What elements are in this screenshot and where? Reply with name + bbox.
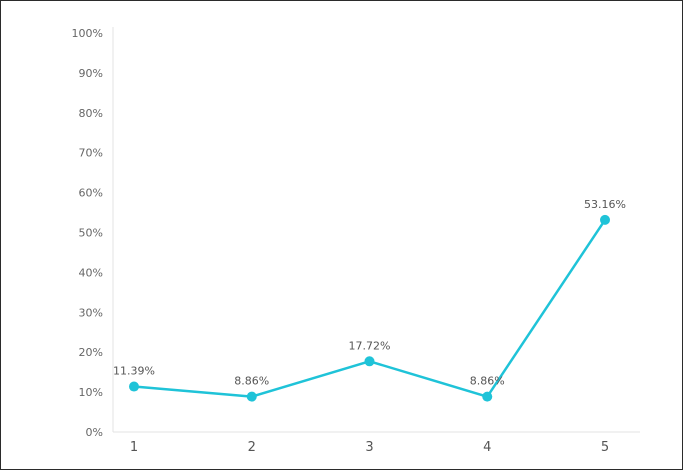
x-tick-label: 5 <box>601 440 609 455</box>
y-tick-label: 30% <box>79 306 103 319</box>
y-axis: 0% 10% 20% 30% 40% 50% 60% 70% 80% 90% 100% <box>72 27 114 439</box>
data-point <box>246 391 257 402</box>
data-label: 17.72% <box>349 339 391 352</box>
series-polyline <box>132 218 607 398</box>
y-tick-label: 90% <box>79 67 103 80</box>
y-tick-label: 40% <box>79 266 103 279</box>
x-axis: 1 2 3 4 5 <box>113 431 640 455</box>
data-point <box>482 391 493 402</box>
data-point <box>600 214 610 225</box>
x-tick-label: 2 <box>248 440 256 455</box>
data-point <box>129 381 139 392</box>
y-tick-label: 50% <box>79 227 103 240</box>
y-tick-label: 80% <box>79 107 103 120</box>
y-tick-label: 20% <box>79 346 103 359</box>
data-point <box>364 356 375 367</box>
y-tick-label: 100% <box>72 27 103 40</box>
data-label: 11.39% <box>113 365 155 378</box>
x-tick-label: 3 <box>365 440 373 455</box>
x-tick-label: 1 <box>130 440 138 455</box>
data-labels: 11.39% 8.86% 17.72% 8.86% 53.16% <box>113 198 626 388</box>
x-tick-label: 4 <box>483 440 491 455</box>
data-label: 8.86% <box>470 375 505 388</box>
y-tick-label: 70% <box>79 147 103 160</box>
series-line <box>132 218 607 398</box>
data-points <box>129 214 610 402</box>
data-label: 8.86% <box>234 375 269 388</box>
y-tick-label: 0% <box>86 426 103 439</box>
y-tick-label: 10% <box>79 386 103 399</box>
y-tick-label: 60% <box>79 187 103 200</box>
data-label: 53.16% <box>584 198 626 211</box>
